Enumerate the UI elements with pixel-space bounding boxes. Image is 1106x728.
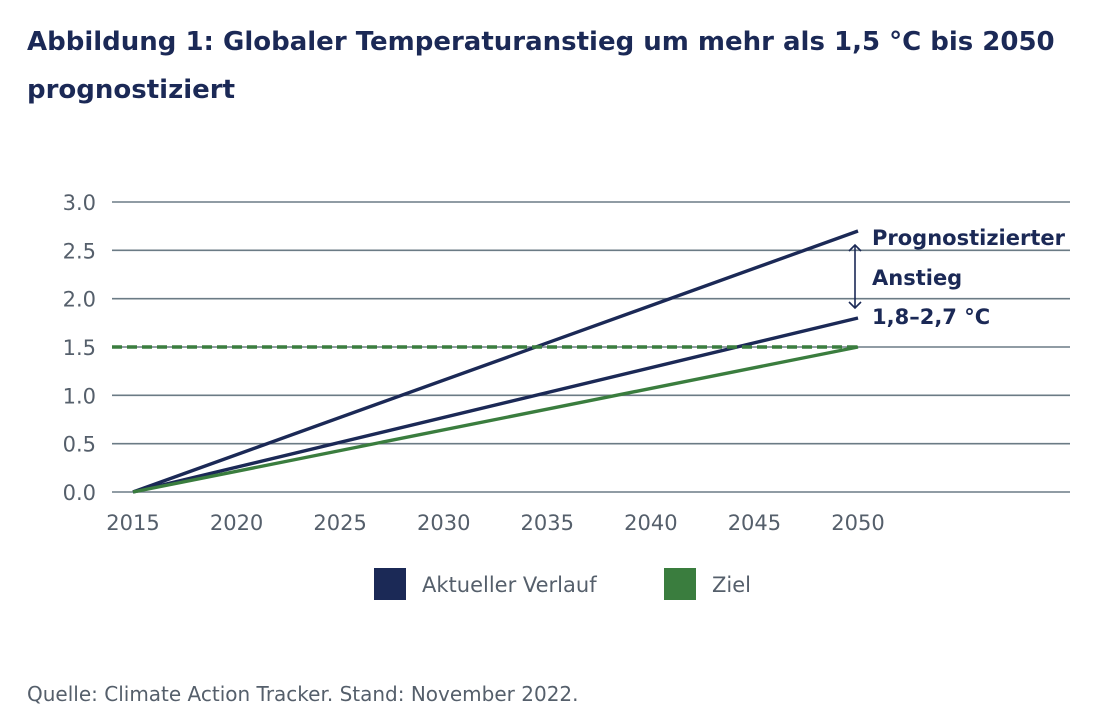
x-tick-label: 2030 [417, 511, 470, 535]
chart-title: Abbildung 1: Globaler Temperaturanstieg … [27, 27, 1055, 105]
x-axis-ticks: 2015 2020 2025 2030 2035 2040 2045 2050 [106, 511, 884, 535]
y-tick-label: 2.5 [63, 239, 96, 263]
y-axis-ticks: 0.0 0.5 1.0 1.5 2.0 2.5 3.0 [63, 191, 96, 505]
legend: Aktueller Verlauf Ziel [374, 568, 751, 600]
y-tick-label: 1.5 [63, 336, 96, 360]
legend-label-1: Ziel [712, 573, 751, 597]
x-tick-label: 2020 [210, 511, 263, 535]
legend-swatch-1 [664, 568, 696, 600]
annotation-line-1: Anstieg [872, 266, 962, 290]
x-tick-label: 2025 [313, 511, 366, 535]
series-line-2 [132, 345, 859, 494]
annotation-line-2: 1,8–2,7 °C [872, 305, 990, 329]
gridlines [112, 201, 1070, 493]
series-line-0 [132, 229, 859, 494]
y-tick-label: 0.5 [63, 433, 96, 457]
x-tick-label: 2050 [831, 511, 884, 535]
x-tick-label: 2015 [106, 511, 159, 535]
series-lines [112, 229, 859, 494]
series-line-1 [132, 316, 859, 494]
source-note: Quelle: Climate Action Tracker. Stand: N… [27, 682, 579, 706]
annotation-line-0: Prognostizierter [872, 226, 1066, 250]
y-tick-label: 3.0 [63, 191, 96, 215]
legend-label-0: Aktueller Verlauf [422, 573, 597, 597]
x-tick-label: 2045 [728, 511, 781, 535]
annotation: Prognostizierter Anstieg 1,8–2,7 °C [848, 226, 1066, 329]
y-tick-label: 1.0 [63, 384, 96, 408]
x-tick-label: 2035 [521, 511, 574, 535]
y-tick-label: 0.0 [63, 481, 96, 505]
y-tick-label: 2.0 [63, 288, 96, 312]
legend-swatch-0 [374, 568, 406, 600]
x-tick-label: 2040 [624, 511, 677, 535]
